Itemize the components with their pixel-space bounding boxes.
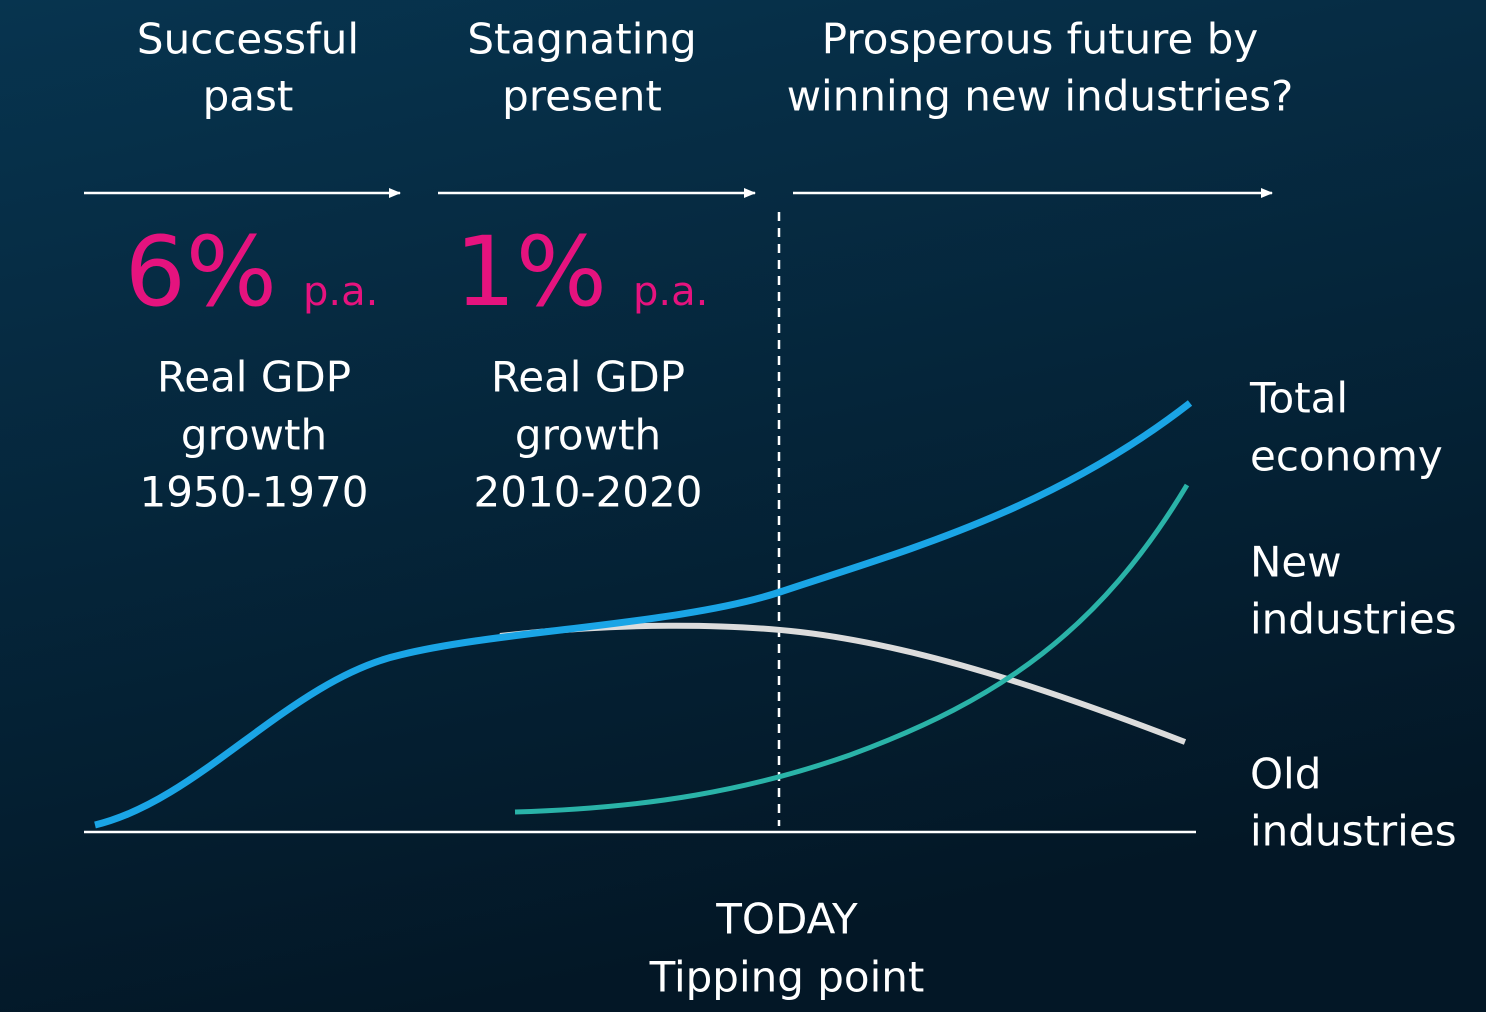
curve-label: New xyxy=(1250,538,1342,587)
growth-unit: p.a. xyxy=(303,269,378,315)
phase-description: 1950-1970 xyxy=(140,468,369,517)
phase-title: winning new industries? xyxy=(787,72,1294,121)
curve-label: Old xyxy=(1250,750,1321,799)
growth-rate: 6% xyxy=(125,216,277,328)
growth-rate: 1% xyxy=(455,216,607,328)
phase-description: 2010-2020 xyxy=(474,468,703,517)
phase-title: Prosperous future by xyxy=(822,15,1258,64)
phase-title: present xyxy=(502,72,662,121)
total-economy-curve xyxy=(94,400,1193,829)
today-label: TODAY xyxy=(715,895,858,944)
phase-description: growth xyxy=(181,411,327,460)
phase-description: Real GDP xyxy=(157,353,351,402)
curve-label: industries xyxy=(1250,807,1457,856)
growth-unit: p.a. xyxy=(633,269,708,315)
curve-label: Total xyxy=(1249,374,1348,423)
phase-description: Real GDP xyxy=(491,353,685,402)
phase-title: Stagnating xyxy=(467,15,696,64)
curve-label: industries xyxy=(1250,595,1457,644)
curve-label: economy xyxy=(1250,432,1443,481)
new-industries-curve xyxy=(514,483,1190,815)
today-label: Tipping point xyxy=(649,953,925,1002)
phase-description: growth xyxy=(515,411,661,460)
phase-title: past xyxy=(203,72,294,121)
phase-title: Successful xyxy=(137,15,359,64)
old-industries-curve xyxy=(499,622,1187,745)
